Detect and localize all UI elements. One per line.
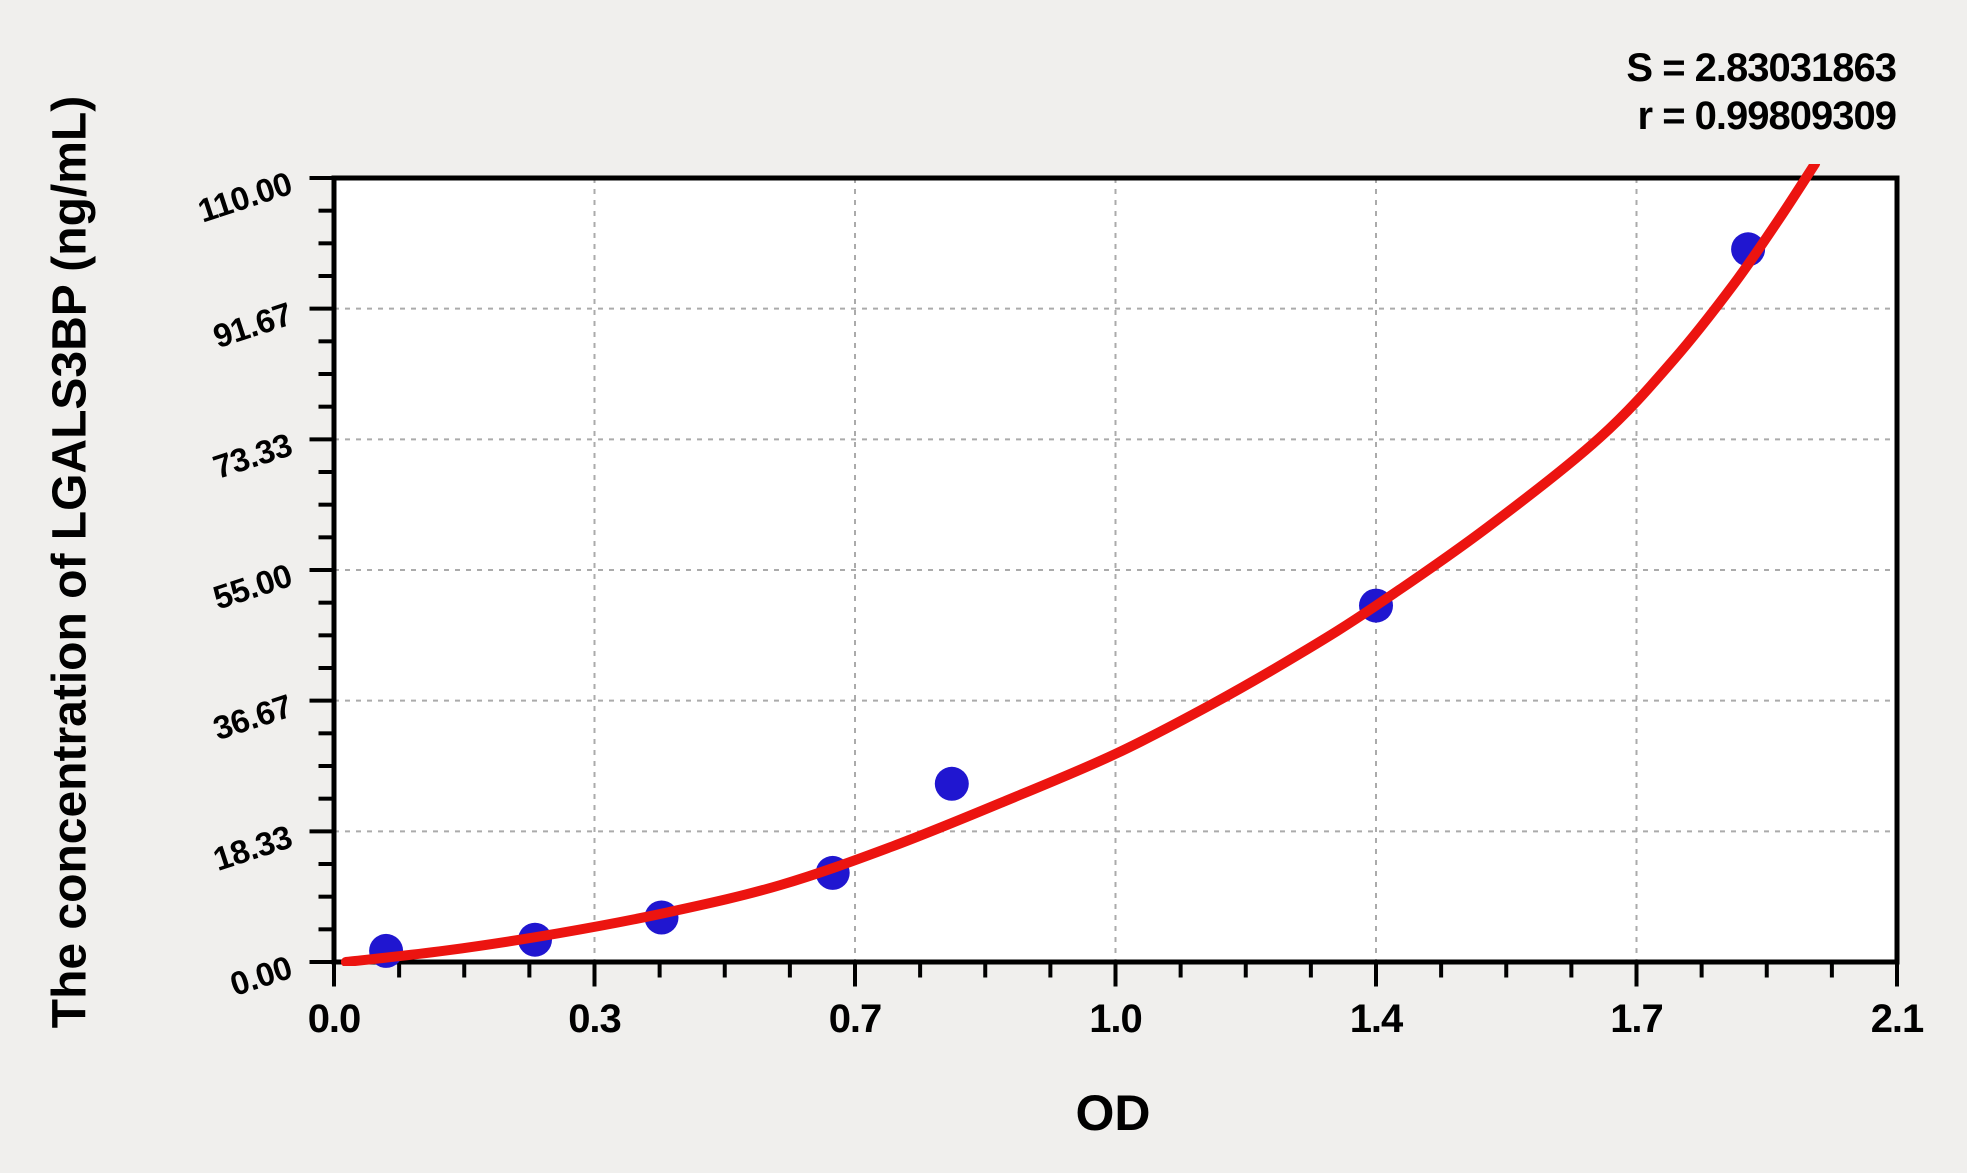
- y-tick-label: 36.67: [209, 687, 297, 747]
- y-tick-label: 55.00: [209, 556, 297, 616]
- x-tick-label: 0.7: [829, 997, 882, 1041]
- y-axis-title: The concentration of LGALS3BP (ng/mL): [43, 95, 97, 1029]
- data-point: [934, 766, 969, 801]
- y-tick-label: 18.33: [209, 818, 297, 878]
- x-tick-label: 1.7: [1610, 997, 1663, 1041]
- axis-border: [331, 175, 1900, 965]
- x-tick-label: 0.3: [568, 997, 621, 1041]
- y-tick-label: 91.67: [209, 295, 297, 355]
- x-tick-label: 0.0: [308, 997, 361, 1041]
- x-tick-label: 1.4: [1350, 997, 1404, 1041]
- fit-s-value: S = 2.83031863: [1626, 46, 1897, 90]
- y-tick-label: 0.00: [226, 948, 297, 1002]
- fit-curve: [340, 164, 1821, 966]
- y-tick-label: 110.00: [193, 164, 296, 229]
- x-axis-title: OD: [1075, 1085, 1151, 1141]
- x-tick-label: 1.0: [1089, 997, 1142, 1041]
- y-tick-label: 73.33: [209, 426, 297, 486]
- x-tick-label: 2.1: [1871, 997, 1924, 1041]
- fit-statistics: S = 2.83031863 r = 0.99809309: [1626, 44, 1897, 140]
- fit-r-value: r = 0.99809309: [1637, 94, 1897, 138]
